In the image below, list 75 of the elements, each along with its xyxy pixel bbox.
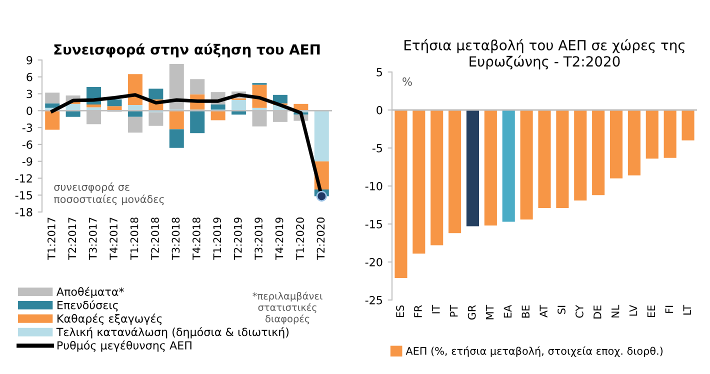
x-tick-label: Τ1:2019 bbox=[213, 218, 222, 260]
text: *περιλαμβάνει στατιστικές διαφορές bbox=[252, 292, 322, 324]
bar bbox=[128, 116, 142, 133]
y-axis-title: % bbox=[402, 77, 412, 86]
x-tick-label: Τ3:2018 bbox=[172, 218, 180, 260]
y-tick-label: -9 bbox=[22, 157, 32, 166]
bar bbox=[190, 79, 205, 94]
bar bbox=[45, 103, 60, 108]
y-tick-label: 9 bbox=[26, 56, 32, 64]
x-tick-label: Τ4:2018 bbox=[192, 218, 200, 260]
annotation: συνεισφορά σε ποσοστιαίες μονάδες bbox=[54, 182, 164, 206]
y-tick-label: -20 bbox=[365, 258, 382, 266]
x-tick-label: GR bbox=[468, 305, 476, 320]
bar bbox=[107, 99, 122, 106]
x-tick-label: Τ3:2019 bbox=[254, 218, 263, 260]
bar bbox=[314, 110, 329, 162]
y-tick-label: -10 bbox=[365, 182, 382, 190]
x-tick-label: Τ1:2017 bbox=[48, 218, 56, 260]
x-tick-label: FI bbox=[665, 306, 673, 313]
x-tick-label: Τ1:2020 bbox=[296, 218, 304, 260]
y-tick-label: -18 bbox=[15, 208, 32, 216]
x-tick-label: NL bbox=[612, 304, 620, 318]
x-tick-label: LV bbox=[629, 304, 638, 316]
x-tick-label: MT bbox=[486, 304, 494, 320]
y-tick-label: -15 bbox=[15, 191, 32, 200]
x-tick-label: Τ3:2017 bbox=[88, 218, 97, 260]
bar bbox=[169, 129, 184, 148]
y-tick-label: 0 bbox=[26, 106, 32, 116]
x-tick-label: BE bbox=[522, 306, 530, 318]
y-tick-label: -6 bbox=[22, 140, 32, 149]
bar bbox=[148, 88, 164, 100]
bar bbox=[272, 94, 288, 104]
x-tick-label: Τ1:2018 bbox=[130, 218, 138, 260]
bar bbox=[210, 104, 226, 110]
x-tick-label: EA bbox=[504, 304, 512, 318]
x-tick-label: ES bbox=[396, 305, 404, 318]
legend-label: Επενδύσεις bbox=[58, 300, 118, 312]
x-tick-label: SI bbox=[558, 306, 566, 314]
y-tick-label: -12 bbox=[15, 174, 32, 182]
bar bbox=[86, 104, 102, 108]
chart-title: Ετήσια μεταβολή του ΑΕΠ σε χώρες της Ευρωζώνης - Τ2:2020 bbox=[404, 39, 684, 70]
x-tick-label: Τ4:2019 bbox=[275, 218, 284, 260]
bar bbox=[232, 100, 246, 111]
y-tick-label: -3 bbox=[22, 124, 32, 132]
x-tick-label: AT bbox=[540, 304, 548, 318]
bar bbox=[45, 110, 60, 130]
chart-title: Συνεισφορά στην αύξηση του ΑΕΠ bbox=[54, 43, 320, 58]
x-tick-label: Τ2:2018 bbox=[151, 218, 159, 260]
bar bbox=[190, 110, 205, 134]
y-tick-label: 6 bbox=[26, 72, 32, 82]
y-tick-label: -5 bbox=[372, 144, 382, 152]
y-tick-label: -25 bbox=[365, 296, 382, 304]
x-tick-label: Τ4:2017 bbox=[110, 218, 118, 260]
bar bbox=[107, 106, 122, 110]
y-tick-label: 0 bbox=[376, 106, 382, 114]
x-tick-label: IT bbox=[432, 304, 440, 314]
x-tick-label: FR bbox=[414, 305, 422, 318]
y-tick-label: -15 bbox=[365, 220, 382, 228]
x-tick-label: Τ2:2020 bbox=[316, 218, 325, 260]
x-tick-label: CY bbox=[576, 304, 584, 318]
x-tick-label: Τ2:2017 bbox=[68, 218, 76, 260]
legend-label: Καθαρές εξαγωγές bbox=[58, 314, 162, 325]
legend-label: Τελική κατανάλωση (δημόσια & ιδιωτική) bbox=[56, 327, 289, 338]
bar bbox=[45, 92, 60, 104]
x-tick-label: EE bbox=[647, 306, 656, 318]
x-tick-label: DE bbox=[594, 306, 602, 318]
x-tick-label: Τ2:2019 bbox=[234, 218, 242, 260]
x-tick-label: LT bbox=[683, 304, 691, 315]
legend-label: Αποθέματα* bbox=[56, 286, 124, 298]
y-tick-label: 5 bbox=[376, 68, 382, 76]
legend-label: ΑΕΠ (%, ετήσια μεταβολή, στοιχεία εποχ. διορθ.) bbox=[406, 346, 663, 357]
bar bbox=[169, 110, 184, 130]
legend-label: Ρυθμός μεγέθυνσης ΑΕΠ bbox=[58, 340, 192, 352]
x-tick-label: PT bbox=[450, 304, 458, 316]
y-tick-label: 3 bbox=[26, 90, 32, 98]
